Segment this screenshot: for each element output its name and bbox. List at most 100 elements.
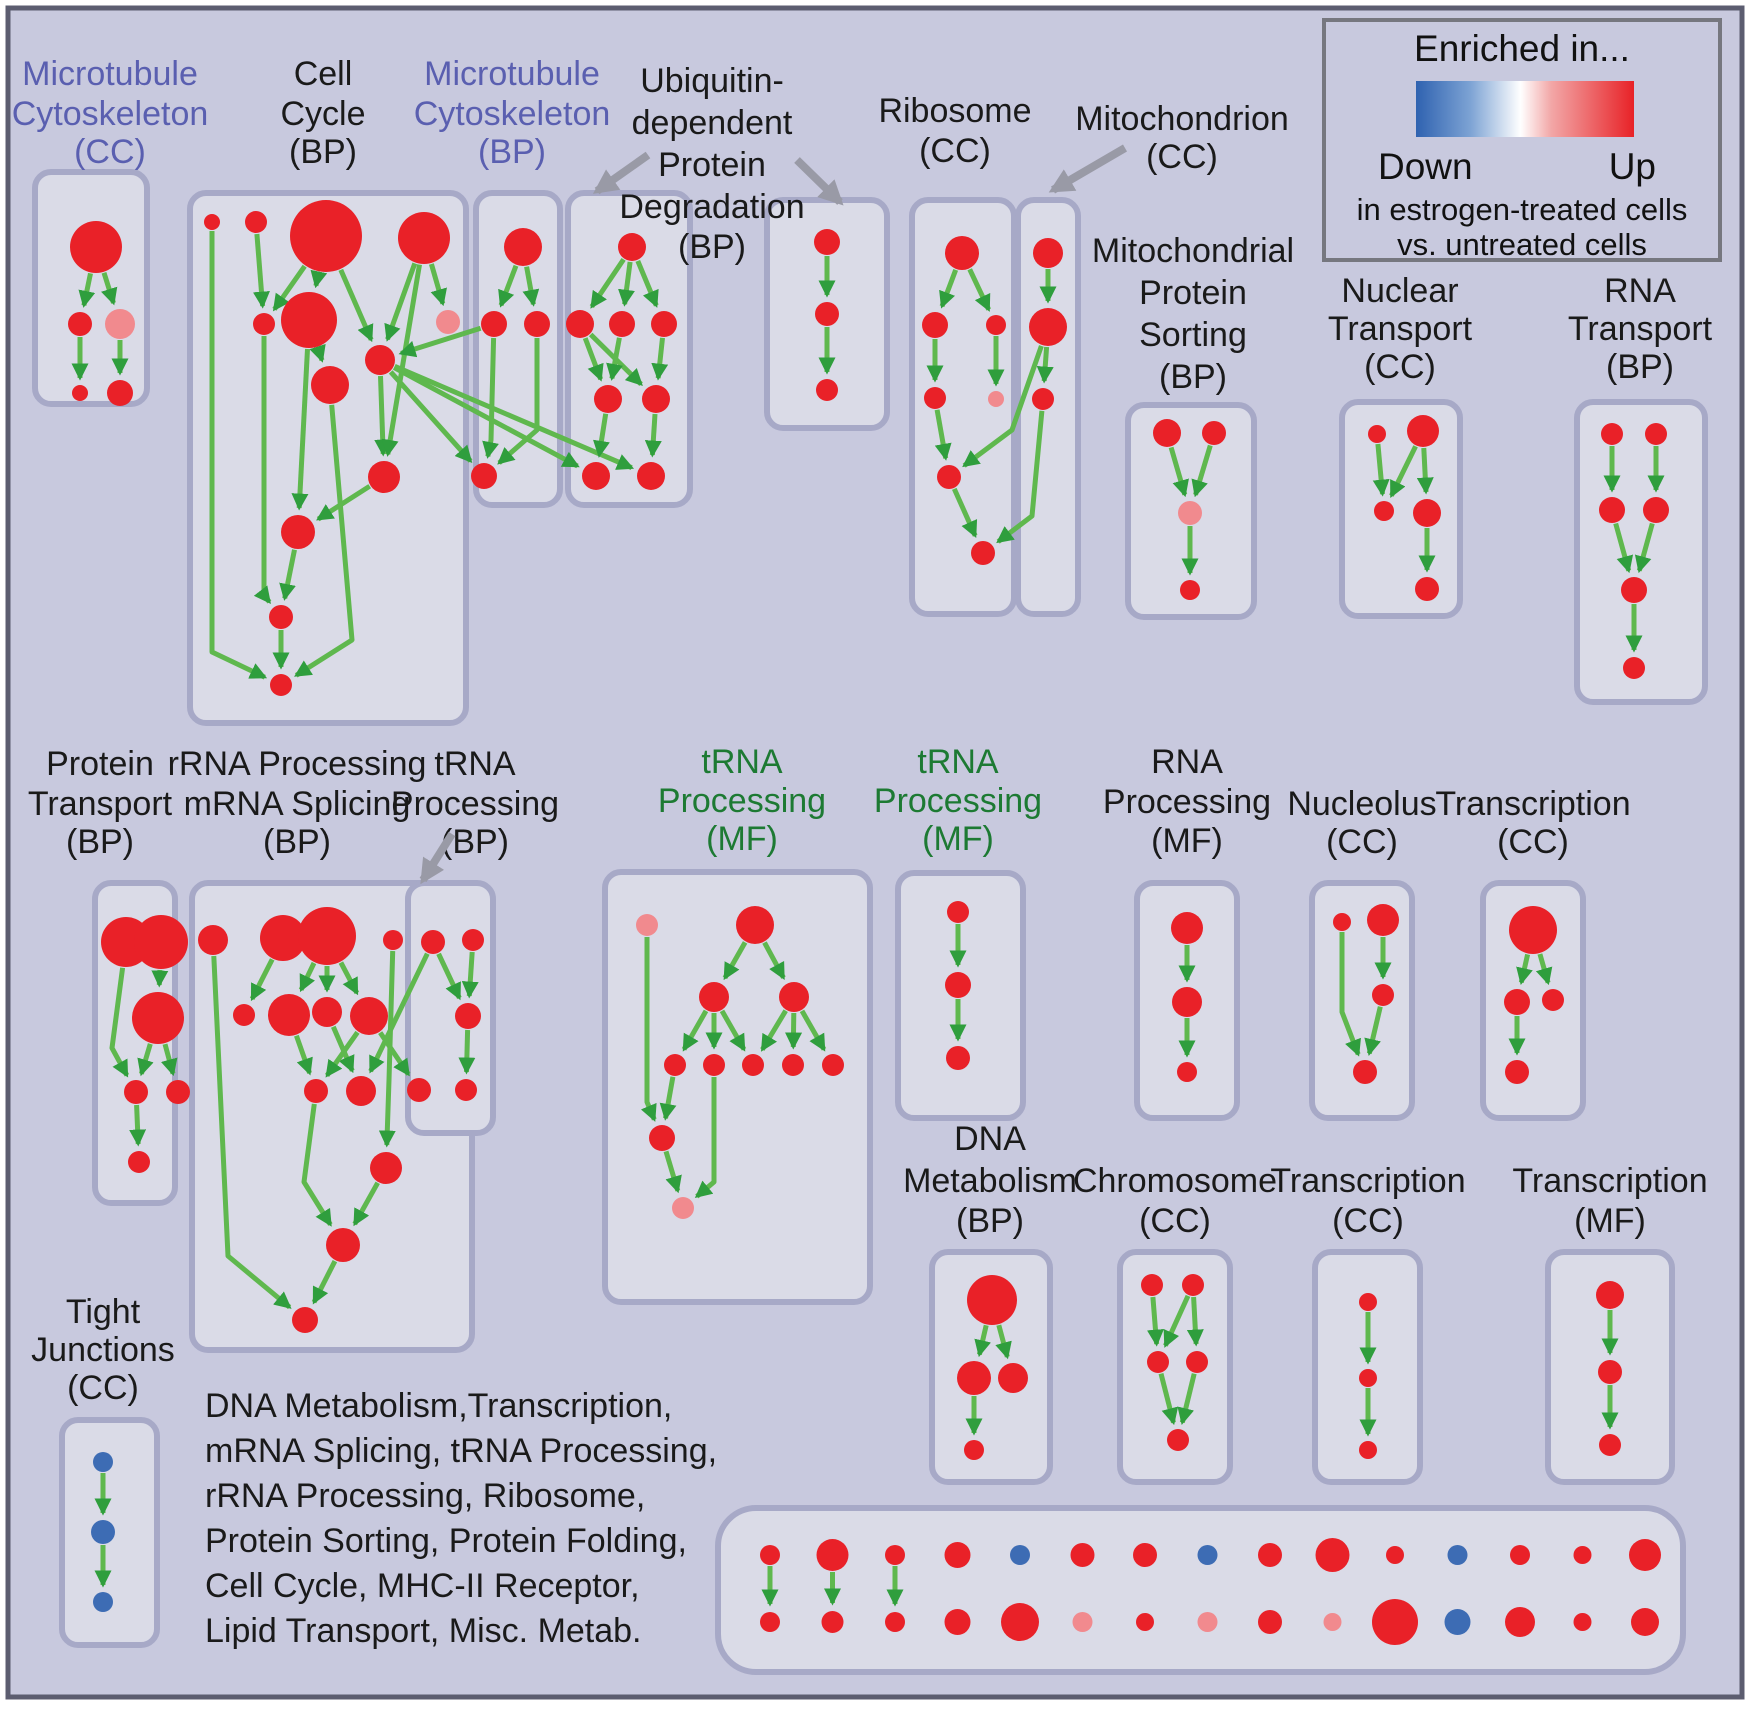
annotation-arrow-2 <box>794 157 844 206</box>
label-transcription-mf-line-2: (MF) <box>1574 1202 1646 1240</box>
legend-subtitle-line1: in estrogen-treated cells <box>1356 192 1688 227</box>
group-box-nucleolus <box>1309 880 1415 1121</box>
label-rrna-mrna-line-3: (BP) <box>263 823 331 861</box>
bottom-node-r1-c11 <box>1386 1546 1404 1564</box>
node-uc1 <box>814 229 840 255</box>
node-tj1 <box>93 1452 113 1472</box>
node-nt1 <box>1368 425 1386 443</box>
edge-um2-ul1 <box>606 337 623 381</box>
node-nt4 <box>1413 499 1441 527</box>
bottom-node-r2-c8 <box>1197 1612 1218 1632</box>
label-tight-junctions-line-3: (CC) <box>67 1369 139 1407</box>
edge-cc4-hub <box>384 262 418 342</box>
label-trna-mf-small-line-1: tRNA <box>917 743 999 781</box>
bottom-node-r1-c15 <box>1629 1539 1661 1571</box>
legend: Enriched in... Down Up in estrogen-treat… <box>1322 18 1722 262</box>
node-um2 <box>609 311 635 337</box>
node-tj3 <box>93 1592 113 1612</box>
edge-rd-re <box>352 1181 380 1227</box>
label-mito-protein-sorting-line-2: Protein <box>1139 274 1247 312</box>
label-microtubule-bp-line-2: Cytoskeleton <box>414 95 611 133</box>
label-misc-cluster-line-2: mRNA Splicing, tRNA Processing, <box>205 1432 717 1470</box>
node-fb3 <box>742 1054 764 1076</box>
edge-rb5-rb6 <box>952 487 978 539</box>
node-rt4 <box>1643 497 1669 523</box>
edge-tmn-ts2 <box>458 1029 476 1075</box>
group-box-cell-cycle <box>187 190 469 726</box>
label-ribosome-line-1: Ribosome <box>878 92 1031 130</box>
bottom-node-r2-c5 <box>1001 1603 1039 1641</box>
label-chromosome-line-1: Chromosome <box>1073 1162 1277 1200</box>
node-uc3 <box>816 379 838 401</box>
edge-tt2-tmn <box>461 951 479 999</box>
node-cc10 <box>269 605 293 629</box>
edge-rt4-rt5 <box>1634 522 1655 574</box>
edge-tc1-tc2 <box>1516 953 1533 985</box>
node-mc5 <box>107 380 133 406</box>
label-transcription-cc-upper-line-1: Transcription <box>1435 785 1630 823</box>
node-mb4 <box>471 463 497 489</box>
edge-mb2-mb4 <box>482 337 499 459</box>
node-cc5 <box>253 313 275 335</box>
label-rna-processing-mf-line-2: Processing <box>1103 783 1271 821</box>
label-transcription-cc-upper-line-2: (CC) <box>1497 823 1569 861</box>
node-mc1 <box>70 221 122 273</box>
bottom-node-r2-c7 <box>1136 1613 1154 1631</box>
edge-fb2-fq <box>694 1077 717 1199</box>
annotation-arrow-1 <box>592 151 651 195</box>
label-dna-metabolism-line-3: (BP) <box>956 1202 1024 1240</box>
label-dna-metabolism-line-1: DNA <box>954 1120 1026 1158</box>
bottom-node-r1-c3 <box>885 1545 905 1565</box>
label-misc-cluster-line-4: Protein Sorting, Protein Folding, <box>205 1522 687 1560</box>
edge-cc6-cc9 <box>291 348 310 511</box>
node-rbp <box>988 391 1004 407</box>
bottom-node-r2-c6 <box>1072 1612 1093 1632</box>
edge-ms1-msp <box>1168 446 1189 498</box>
label-microtubule-bp-line-1: Microtubule <box>424 55 600 93</box>
node-rb5 <box>937 465 961 489</box>
node-pt4 <box>124 1080 148 1104</box>
node-fb5 <box>822 1054 844 1076</box>
bottom-node-r1-c5 <box>1010 1545 1030 1565</box>
node-tm2 <box>1598 1360 1622 1384</box>
node-rp2 <box>1172 987 1202 1017</box>
node-dm3 <box>998 1363 1028 1393</box>
node-rc1 <box>304 1079 328 1103</box>
edge-cc6-cc7 <box>309 343 326 363</box>
label-nuclear-transport-line-1: Nuclear <box>1341 272 1458 310</box>
node-dm1 <box>967 1275 1017 1325</box>
node-ch5 <box>1167 1429 1189 1451</box>
label-microtubule-cc-line-1: Microtubule <box>22 55 198 93</box>
label-nucleolus-line-1: Nucleolus <box>1287 785 1436 823</box>
label-mito-protein-sorting-line-3: Sorting <box>1139 316 1247 354</box>
node-dm4 <box>964 1440 984 1460</box>
edge-ra3-rb2n <box>298 961 317 993</box>
node-rt6 <box>1623 657 1645 679</box>
label-mito-protein-sorting-line-4: (BP) <box>1159 358 1227 396</box>
node-rb4n <box>350 997 388 1035</box>
node-cc1 <box>204 214 220 230</box>
group-box-nuclear-transport <box>1339 399 1463 619</box>
node-ts1 <box>407 1078 431 1102</box>
edge-ch1-ch3 <box>1146 1296 1164 1347</box>
edge-cc7-cc11 <box>294 404 355 678</box>
bottom-node-r1-c8 <box>1197 1545 1218 1565</box>
node-ms1 <box>1153 419 1181 447</box>
edge-cc4-ccp <box>428 263 447 307</box>
group-box-misc-cluster-box <box>715 1505 1686 1675</box>
label-cell-cycle-line-3: (BP) <box>289 133 357 171</box>
node-rf <box>292 1307 318 1333</box>
edge-nu1-nu4 <box>1339 932 1361 1057</box>
node-ubb1 <box>582 462 610 490</box>
node-pt5 <box>166 1080 190 1104</box>
edge-rc1-re <box>301 1103 333 1227</box>
annotation-arrow-3 <box>1048 144 1128 194</box>
group-box-chromosome <box>1117 1249 1233 1485</box>
label-trna-mf-large-line-1: tRNA <box>701 743 783 781</box>
label-transcription-mf-line-1: Transcription <box>1512 1162 1707 1200</box>
edge-cc4-cc8 <box>381 264 422 457</box>
node-tmn <box>455 1003 481 1029</box>
bottom-node-r1-c10 <box>1315 1538 1350 1572</box>
edge-fb1-fl <box>659 1076 677 1121</box>
node-ch4 <box>1186 1351 1208 1373</box>
